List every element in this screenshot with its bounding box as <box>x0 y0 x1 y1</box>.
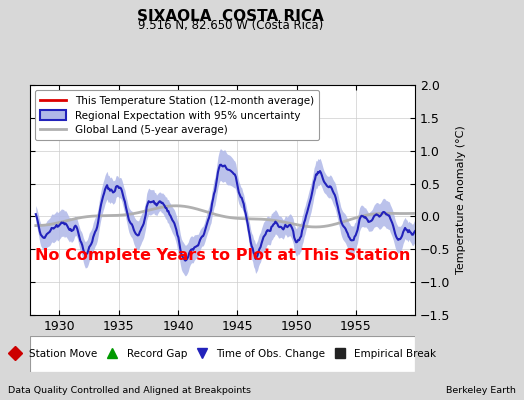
Legend: Station Move, Record Gap, Time of Obs. Change, Empirical Break: Station Move, Record Gap, Time of Obs. C… <box>5 346 440 362</box>
FancyBboxPatch shape <box>30 336 415 372</box>
Text: No Complete Years to Plot at This Station: No Complete Years to Plot at This Statio… <box>35 248 410 263</box>
Text: Berkeley Earth: Berkeley Earth <box>446 386 516 395</box>
Text: Data Quality Controlled and Aligned at Breakpoints: Data Quality Controlled and Aligned at B… <box>8 386 251 395</box>
Legend: This Temperature Station (12-month average), Regional Expectation with 95% uncer: This Temperature Station (12-month avera… <box>35 90 319 140</box>
Y-axis label: Temperature Anomaly (°C): Temperature Anomaly (°C) <box>456 126 466 274</box>
Text: SIXAOLA  COSTA RICA: SIXAOLA COSTA RICA <box>137 9 324 24</box>
Text: 9.516 N, 82.650 W (Costa Rica): 9.516 N, 82.650 W (Costa Rica) <box>138 19 323 32</box>
